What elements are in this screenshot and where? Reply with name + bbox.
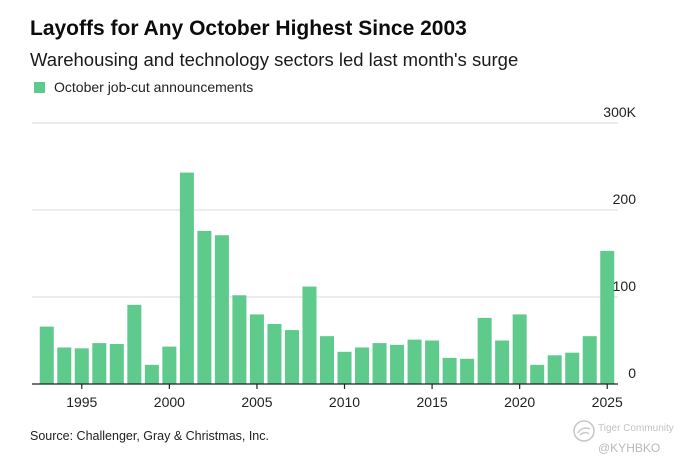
bar [214, 235, 229, 384]
x-tick-label: 2005 [241, 394, 272, 410]
bar [319, 336, 335, 384]
bar [460, 358, 475, 384]
y-tick-label: 0 [628, 365, 636, 381]
bar [547, 355, 562, 384]
legend-label: October job-cut announcements [54, 79, 254, 95]
bars [39, 172, 615, 384]
bar [57, 347, 72, 384]
bar [39, 326, 54, 384]
bar [600, 250, 615, 384]
bar [425, 340, 440, 384]
bar [302, 286, 317, 384]
y-tick-label: 200 [613, 191, 637, 207]
gridlines [32, 122, 618, 298]
watermark: Tiger Community @KYHBKO [572, 419, 677, 459]
bar [74, 348, 89, 384]
bar [390, 344, 405, 384]
x-tick-label: 2015 [417, 394, 448, 410]
bar [495, 340, 510, 384]
bar [92, 343, 107, 384]
x-tick-label: 2020 [504, 394, 535, 410]
bar [530, 364, 545, 384]
bar [372, 343, 387, 384]
bar [267, 323, 282, 384]
chart-subtitle: Warehousing and technology sectors led l… [30, 49, 519, 70]
watermark-name: Tiger Community [598, 423, 674, 434]
bar [477, 317, 492, 384]
chart-title: Layoffs for Any October Highest Since 20… [30, 17, 467, 40]
bar [249, 314, 264, 384]
y-tick-labels: 0 100 200 300K [603, 104, 636, 381]
bar [232, 295, 247, 384]
watermark-handle: @KYHBKO [598, 441, 661, 455]
bar [197, 230, 212, 384]
bar [144, 364, 159, 384]
bar [355, 347, 370, 384]
bar [162, 346, 177, 384]
x-tick-label: 2000 [154, 394, 185, 410]
x-axis [32, 383, 618, 389]
bar [442, 357, 457, 384]
y-tick-label: 300K [603, 104, 636, 120]
bar [407, 339, 422, 384]
x-tick-label: 1995 [66, 394, 97, 410]
bar [512, 314, 527, 384]
bar [127, 304, 142, 384]
legend-swatch [34, 81, 45, 93]
bar [582, 336, 597, 384]
x-tick-labels: 1995 2000 2005 2010 2015 2020 2025 [66, 394, 623, 410]
tiger-logo-icon [573, 420, 595, 442]
x-tick-label: 2010 [329, 394, 360, 410]
legend: October job-cut announcements [34, 79, 253, 95]
y-tick-label: 100 [613, 278, 637, 294]
bar [179, 172, 194, 384]
bar [337, 351, 352, 384]
source-note: Source: Challenger, Gray & Christmas, In… [30, 429, 269, 443]
bar [109, 343, 124, 384]
bar [284, 330, 299, 384]
bar [565, 352, 580, 384]
x-tick-label: 2025 [592, 394, 623, 410]
